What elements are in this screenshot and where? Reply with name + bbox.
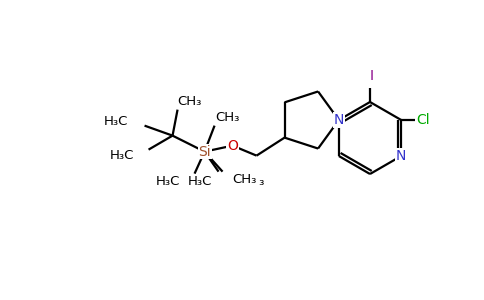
Text: I: I [370, 69, 374, 83]
Text: H₃C: H₃C [188, 175, 212, 188]
Text: Si: Si [198, 145, 211, 159]
Text: H₃C: H₃C [110, 149, 135, 162]
Text: H₃C: H₃C [104, 115, 129, 128]
Text: CH₃: CH₃ [177, 95, 202, 108]
Text: CH₃: CH₃ [241, 175, 265, 188]
Text: CH₃: CH₃ [215, 111, 240, 124]
Text: H₃C: H₃C [156, 175, 181, 188]
Text: O: O [227, 139, 238, 153]
Text: N: N [333, 113, 344, 127]
Text: CH₃: CH₃ [232, 173, 257, 186]
Text: Cl: Cl [416, 113, 430, 127]
Text: N: N [396, 149, 407, 163]
